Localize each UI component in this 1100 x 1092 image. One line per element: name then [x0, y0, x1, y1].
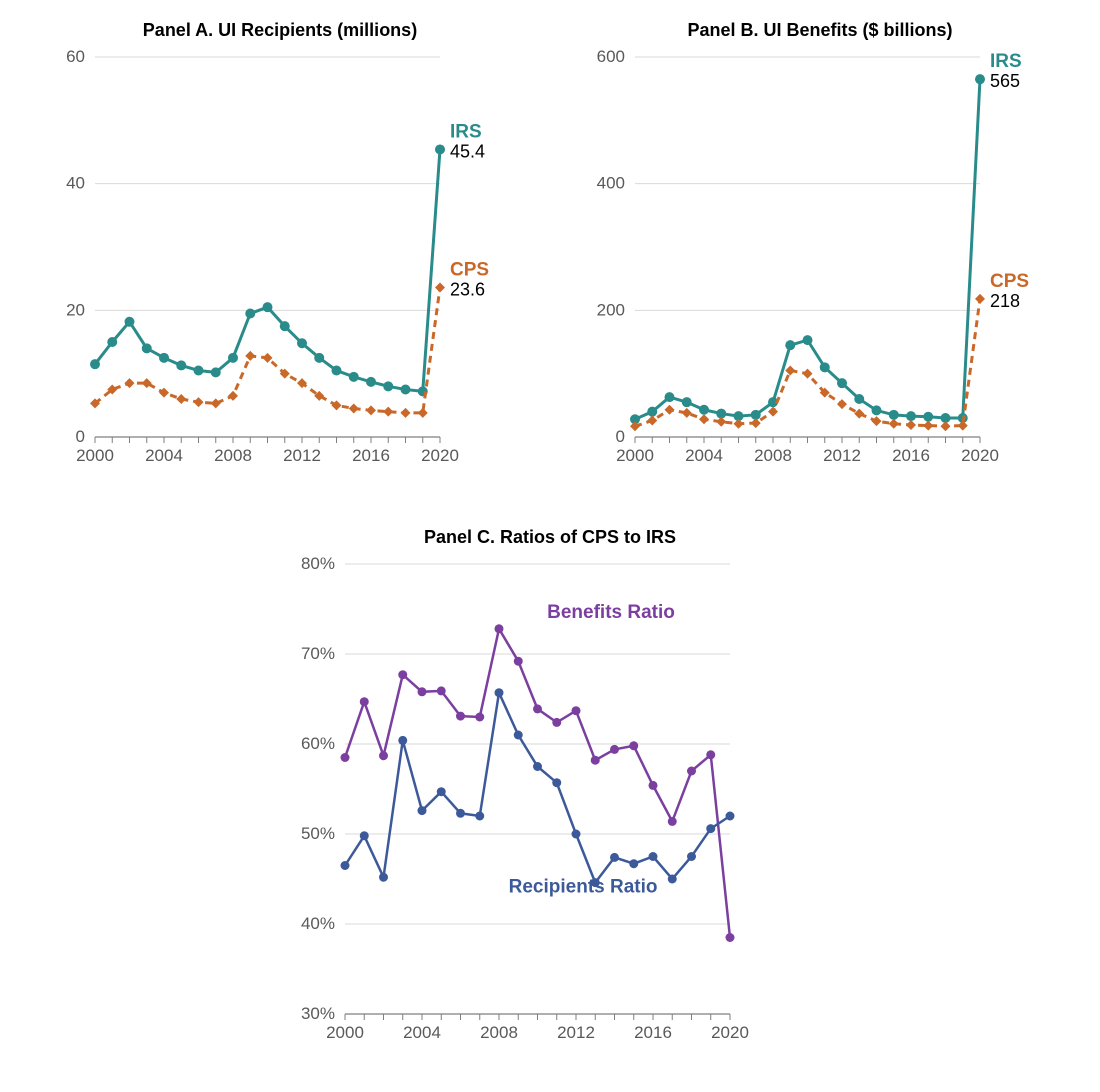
svg-text:218: 218 [990, 291, 1020, 311]
svg-text:2000: 2000 [76, 446, 114, 465]
top-row: Panel A. UI Recipients (millions) 0 20 40 6… [20, 20, 1080, 477]
svg-text:2020: 2020 [711, 1023, 749, 1042]
panel-c-title: Panel C. Ratios of CPS to IRS [290, 527, 810, 548]
panel-c: Panel C. Ratios of CPS to IRS 30% 40% 50% 6… [290, 527, 810, 1054]
svg-text:70%: 70% [301, 644, 335, 663]
svg-text:IRS: IRS [990, 51, 1022, 72]
svg-text:2004: 2004 [403, 1023, 441, 1042]
svg-text:2016: 2016 [892, 446, 930, 465]
svg-text:2016: 2016 [634, 1023, 672, 1042]
svg-text:2016: 2016 [352, 446, 390, 465]
svg-text:50%: 50% [301, 824, 335, 843]
svg-text:600: 600 [597, 47, 625, 66]
svg-text:23.6: 23.6 [450, 280, 485, 300]
svg-text:0: 0 [616, 427, 625, 446]
svg-text:2020: 2020 [421, 446, 459, 465]
panel-a-title: Panel A. UI Recipients (millions) [40, 20, 520, 41]
bottom-row: Panel C. Ratios of CPS to IRS 30% 40% 50% 6… [20, 527, 1080, 1054]
svg-text:0: 0 [76, 427, 85, 446]
svg-text:IRS: IRS [450, 121, 482, 142]
svg-text:2008: 2008 [754, 446, 792, 465]
svg-text:CPS: CPS [450, 260, 489, 281]
svg-text:2000: 2000 [326, 1023, 364, 1042]
svg-text:200: 200 [597, 300, 625, 319]
svg-text:2004: 2004 [145, 446, 183, 465]
svg-text:2000: 2000 [616, 446, 654, 465]
svg-text:2012: 2012 [557, 1023, 595, 1042]
svg-text:2012: 2012 [823, 446, 861, 465]
svg-text:40: 40 [66, 174, 85, 193]
svg-text:565: 565 [990, 71, 1020, 91]
panel-b: Panel B. UI Benefits ($ billions) 020040… [580, 20, 1060, 477]
svg-text:60: 60 [66, 47, 85, 66]
svg-text:Recipients Ratio: Recipients Ratio [509, 877, 658, 898]
svg-text:Benefits Ratio: Benefits Ratio [547, 602, 675, 623]
panel-a-chart: 0 20 40 60 2000 2004 2008 2012 2016 2020 IRS45.4 CP… [40, 47, 520, 477]
panel-b-title: Panel B. UI Benefits ($ billions) [580, 20, 1060, 41]
svg-text:400: 400 [597, 174, 625, 193]
svg-text:40%: 40% [301, 914, 335, 933]
svg-text:80%: 80% [301, 554, 335, 573]
svg-text:2020: 2020 [961, 446, 999, 465]
panel-c-chart: 30% 40% 50% 60% 70% 80% 2000 2004 2008 2012 2016 20… [290, 554, 810, 1054]
svg-text:60%: 60% [301, 734, 335, 753]
svg-text:CPS: CPS [990, 271, 1029, 292]
svg-text:2008: 2008 [214, 446, 252, 465]
svg-text:2012: 2012 [283, 446, 321, 465]
svg-text:45.4: 45.4 [450, 141, 485, 161]
svg-text:2004: 2004 [685, 446, 723, 465]
svg-text:30%: 30% [301, 1004, 335, 1023]
svg-text:2008: 2008 [480, 1023, 518, 1042]
panel-a: Panel A. UI Recipients (millions) 0 20 40 6… [40, 20, 520, 477]
panel-b-chart: 0 200 400 600 2000 2004 2008 2012 2016 2020 IRS565… [580, 47, 1060, 477]
svg-text:20: 20 [66, 300, 85, 319]
